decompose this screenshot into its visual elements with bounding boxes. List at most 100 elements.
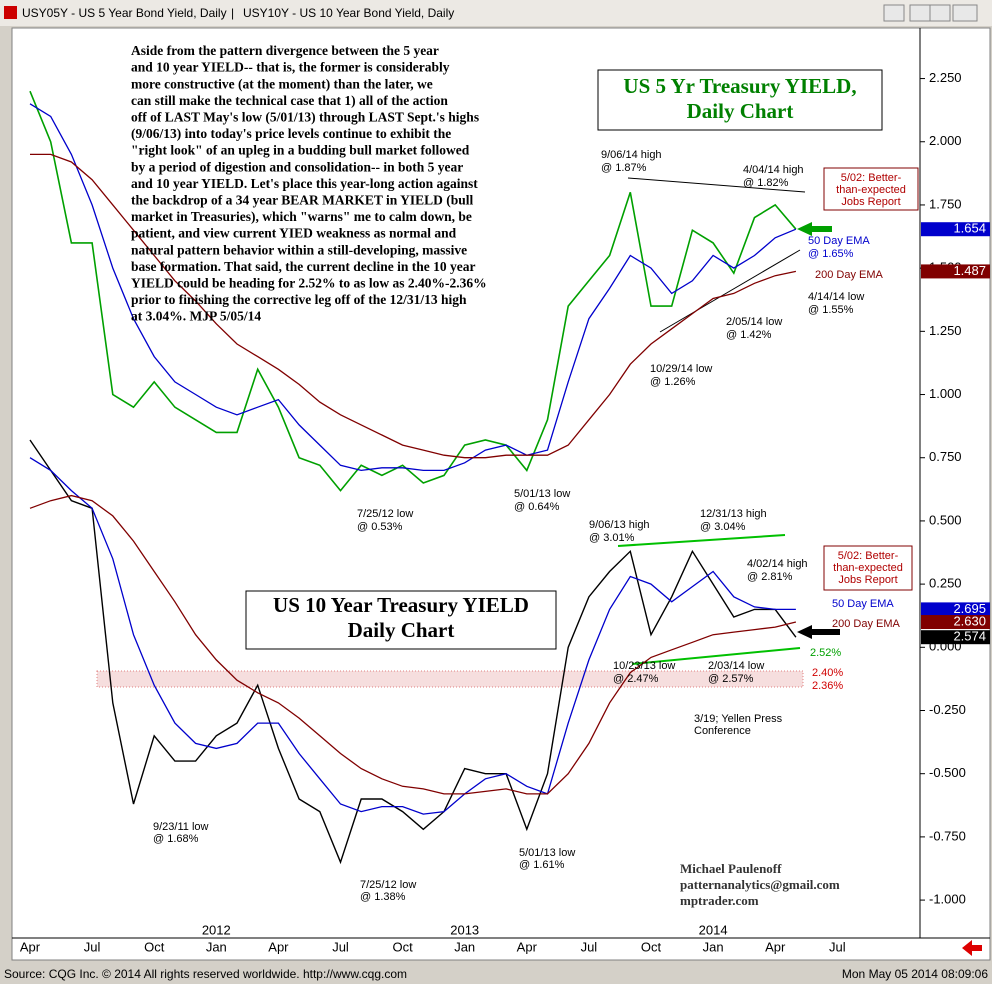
y-tick-label: 2.250 — [929, 70, 962, 85]
y-tick-label: 1.750 — [929, 196, 962, 211]
year-label: 2013 — [450, 922, 479, 937]
y-tick-label: 0.500 — [929, 512, 962, 527]
annotation: @ 1.61% — [519, 859, 565, 871]
series-line — [29, 494, 797, 795]
annotation: @ 2.57% — [708, 673, 754, 685]
note-box — [823, 167, 919, 211]
btn-restore[interactable] — [883, 4, 905, 22]
y-tick-label: 2.000 — [929, 133, 962, 148]
x-tick-label: Apr — [517, 939, 538, 954]
x-tick-label: Oct — [392, 939, 413, 954]
annotation: 2.52% — [810, 647, 841, 659]
btn-minimize[interactable] — [909, 4, 931, 22]
annotation: Jobs Report — [841, 196, 900, 208]
annotation: 3/19; Yellen Press — [694, 713, 783, 725]
annotation: 2.36% — [812, 680, 843, 692]
annotation: 7/25/12 low — [360, 879, 416, 891]
x-tick-label: Jul — [84, 939, 101, 954]
header-right: USY10Y - US 10 Year Bond Yield, Daily — [243, 6, 454, 20]
annotation: Daily Chart — [687, 99, 794, 123]
y-tick-label: 0.250 — [929, 576, 962, 591]
y-tick-label: 1.250 — [929, 323, 962, 338]
last-value-label: 2.695 — [953, 601, 986, 616]
annotation: @ 3.04% — [700, 521, 746, 533]
title-box — [597, 69, 883, 131]
annotation: @ 1.42% — [726, 329, 772, 341]
scroll-arrow[interactable] — [962, 940, 982, 956]
annotation: 9/23/11 low — [153, 821, 209, 833]
series-line — [30, 153, 797, 459]
annotation: 9/06/13 high — [589, 519, 650, 531]
annotation: 50 Day EMA — [808, 235, 870, 247]
annotation: 10/29/14 low — [650, 363, 712, 375]
annotation: 2/05/14 low — [726, 316, 782, 328]
app-icon — [4, 6, 17, 19]
commentary: and 10 year YIELD-- that is, the former … — [131, 60, 450, 75]
annotation: 12/31/13 high — [700, 508, 767, 520]
annotation: @ 2.47% — [613, 673, 659, 685]
btn-close[interactable] — [952, 4, 978, 22]
series-line — [29, 103, 797, 472]
y-tick-label: -0.250 — [929, 702, 966, 717]
annotation: 200 Day EMA — [832, 618, 901, 630]
arrow — [797, 625, 840, 639]
last-value-label: 1.654 — [953, 221, 986, 236]
annotation: 4/04/14 high — [743, 164, 804, 176]
y-tick-label: 1.000 — [929, 386, 962, 401]
annotation: US 10 Year Treasury YIELD — [273, 593, 529, 617]
commentary: off of LAST May's low (5/01/13) through … — [131, 109, 479, 124]
annotation: 5/01/13 low — [514, 488, 570, 500]
year-label: 2012 — [202, 922, 231, 937]
y-tick-label: -1.000 — [929, 892, 966, 907]
title-bar — [0, 0, 992, 26]
annotation: 5/02: Better- — [838, 550, 899, 562]
annotation: Michael Paulenoff — [680, 861, 782, 876]
last-value-box — [921, 602, 990, 617]
x-tick-label: Jan — [454, 939, 475, 954]
annotation: Daily Chart — [348, 618, 455, 642]
commentary: prior to finishing the corrective leg of… — [131, 292, 467, 307]
commentary: Aside from the pattern divergence betwee… — [131, 43, 439, 58]
last-value-box — [921, 615, 990, 630]
annotation: 9/06/14 high — [601, 149, 662, 161]
annotation: @ 0.64% — [514, 501, 560, 513]
commentary: more constructive (at the moment) than t… — [131, 76, 433, 91]
commentary: (9/06/13) into today's price levels cont… — [131, 126, 451, 141]
commentary: patient, and view current YIED weakness … — [131, 226, 457, 241]
arrow — [797, 222, 832, 236]
annotation: @ 1.82% — [743, 177, 789, 189]
trend-line — [617, 534, 786, 547]
x-tick-label: Jan — [703, 939, 724, 954]
annotation: 200 Day EMA — [815, 269, 884, 281]
last-value-label: 2.574 — [953, 629, 986, 644]
target-zone — [96, 670, 804, 688]
x-tick-label: Jul — [829, 939, 846, 954]
annotation: than-expected — [836, 184, 906, 196]
y-tick-label: 0.750 — [929, 449, 962, 464]
annotation: 50 Day EMA — [832, 598, 894, 610]
last-value-label: 1.487 — [953, 263, 986, 278]
note-box — [823, 545, 913, 591]
y-tick-label: -0.750 — [929, 828, 966, 843]
x-tick-label: Apr — [765, 939, 786, 954]
annotation: than-expected — [833, 562, 903, 574]
series-line — [29, 457, 796, 815]
annotation: @ 1.38% — [360, 891, 406, 903]
y-tick-label: -0.500 — [929, 765, 966, 780]
last-value-label: 2.630 — [953, 613, 986, 628]
annotation: 10/23/13 low — [613, 660, 675, 672]
year-label: 2014 — [699, 922, 728, 937]
btn-maximize[interactable] — [929, 4, 951, 22]
x-tick-label: Jan — [206, 939, 227, 954]
commentary: by a period of digestion and consolidati… — [131, 159, 463, 174]
annotation: @ 0.53% — [357, 521, 403, 533]
series-line — [29, 90, 797, 492]
annotation: US 5 Yr Treasury YIELD, — [623, 74, 856, 98]
commentary: base formation. That said, the current d… — [131, 259, 475, 274]
x-tick-label: Jul — [332, 939, 349, 954]
last-value-box — [921, 264, 990, 279]
x-tick-label: Oct — [641, 939, 662, 954]
header-left: USY05Y - US 5 Year Bond Yield, Daily — [22, 6, 227, 20]
annotation: 5/01/13 low — [519, 847, 575, 859]
